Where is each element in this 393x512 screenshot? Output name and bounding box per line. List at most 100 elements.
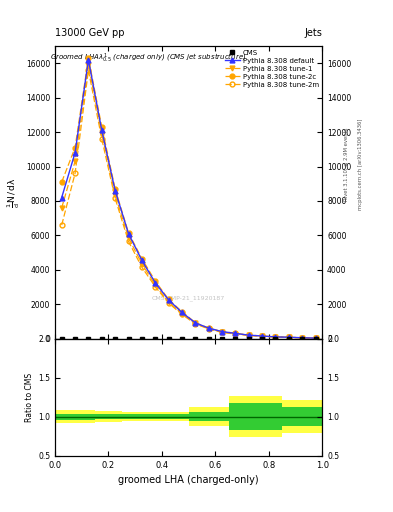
Pythia 8.308 default <box>193 320 198 326</box>
Pythia 8.308 tune-1 <box>153 282 158 288</box>
Pythia 8.308 tune-2m <box>99 136 104 142</box>
Pythia 8.308 tune-2c <box>86 55 91 61</box>
Text: Jets: Jets <box>305 28 322 38</box>
Pythia 8.308 tune-1 <box>313 335 318 341</box>
Pythia 8.308 tune-1 <box>180 310 184 316</box>
Pythia 8.308 tune-1 <box>113 192 118 198</box>
Pythia 8.308 tune-2m <box>180 311 184 317</box>
Pythia 8.308 tune-2m <box>260 333 264 339</box>
Pythia 8.308 tune-1 <box>86 62 91 68</box>
CMS <box>126 335 131 342</box>
Pythia 8.308 tune-2c <box>140 255 144 262</box>
CMS <box>233 335 238 342</box>
CMS <box>260 335 264 342</box>
CMS <box>140 335 144 342</box>
Pythia 8.308 default <box>180 309 184 315</box>
Pythia 8.308 tune-2c <box>286 334 291 340</box>
Pythia 8.308 default <box>86 57 91 63</box>
Pythia 8.308 default <box>166 297 171 303</box>
CMS <box>59 335 64 342</box>
Line: Pythia 8.308 tune-1: Pythia 8.308 tune-1 <box>59 62 318 340</box>
Line: Pythia 8.308 tune-2m: Pythia 8.308 tune-2m <box>59 68 318 340</box>
Pythia 8.308 tune-2m <box>313 335 318 342</box>
CMS <box>313 335 318 342</box>
Pythia 8.308 tune-1 <box>73 158 77 164</box>
Pythia 8.308 tune-2c <box>220 328 224 334</box>
Pythia 8.308 default <box>273 334 278 340</box>
Pythia 8.308 default <box>99 127 104 134</box>
Pythia 8.308 tune-2m <box>220 329 224 335</box>
Legend: CMS, Pythia 8.308 default, Pythia 8.308 tune-1, Pythia 8.308 tune-2c, Pythia 8.3: CMS, Pythia 8.308 default, Pythia 8.308 … <box>223 48 320 89</box>
Pythia 8.308 tune-2c <box>233 330 238 336</box>
Pythia 8.308 tune-2m <box>140 264 144 270</box>
Pythia 8.308 tune-2c <box>73 144 77 151</box>
Pythia 8.308 tune-2c <box>313 335 318 341</box>
Pythia 8.308 tune-1 <box>140 261 144 267</box>
Pythia 8.308 tune-2c <box>59 179 64 185</box>
Pythia 8.308 tune-1 <box>99 131 104 137</box>
Pythia 8.308 tune-2m <box>59 222 64 228</box>
Pythia 8.308 default <box>233 330 238 336</box>
Pythia 8.308 tune-2m <box>246 332 251 338</box>
X-axis label: groomed LHA (charged-only): groomed LHA (charged-only) <box>118 475 259 485</box>
Pythia 8.308 default <box>113 187 118 194</box>
Pythia 8.308 tune-2m <box>286 334 291 340</box>
Pythia 8.308 default <box>246 332 251 338</box>
CMS <box>273 335 278 342</box>
Pythia 8.308 default <box>260 333 264 339</box>
Pythia 8.308 tune-2c <box>206 325 211 331</box>
Y-axis label: Ratio to CMS: Ratio to CMS <box>25 373 34 422</box>
Pythia 8.308 tune-1 <box>220 329 224 335</box>
CMS <box>300 335 305 342</box>
Pythia 8.308 default <box>300 335 305 341</box>
Pythia 8.308 tune-2c <box>166 296 171 303</box>
Text: mcplots.cern.ch [arXiv:1306.3436]: mcplots.cern.ch [arXiv:1306.3436] <box>358 118 363 209</box>
CMS <box>180 335 184 342</box>
Pythia 8.308 tune-2m <box>206 326 211 332</box>
Line: CMS: CMS <box>59 336 318 341</box>
Pythia 8.308 default <box>140 257 144 263</box>
CMS <box>286 335 291 342</box>
Pythia 8.308 tune-2m <box>73 170 77 177</box>
Pythia 8.308 default <box>153 280 158 286</box>
Pythia 8.308 default <box>220 329 224 335</box>
Pythia 8.308 tune-1 <box>286 334 291 340</box>
CMS <box>153 335 158 342</box>
Pythia 8.308 tune-1 <box>206 326 211 332</box>
Text: Groomed LHA$\lambda^{1}_{0.5}$ (charged only) (CMS jet substructure): Groomed LHA$\lambda^{1}_{0.5}$ (charged … <box>50 52 247 65</box>
Pythia 8.308 tune-2c <box>99 124 104 130</box>
CMS <box>193 335 198 342</box>
CMS <box>113 335 118 342</box>
Pythia 8.308 tune-2c <box>260 333 264 339</box>
Text: CMS-SMP-21_11920187: CMS-SMP-21_11920187 <box>152 295 225 301</box>
CMS <box>220 335 224 342</box>
CMS <box>99 335 104 342</box>
Pythia 8.308 default <box>313 335 318 341</box>
Pythia 8.308 tune-1 <box>260 333 264 339</box>
Pythia 8.308 tune-1 <box>166 299 171 305</box>
Text: Rivet 3.1.10, ≥ 2.9M events: Rivet 3.1.10, ≥ 2.9M events <box>344 127 349 201</box>
CMS <box>166 335 171 342</box>
Pythia 8.308 tune-2m <box>153 284 158 290</box>
CMS <box>246 335 251 342</box>
Pythia 8.308 tune-2c <box>153 278 158 284</box>
Pythia 8.308 tune-1 <box>59 205 64 211</box>
Pythia 8.308 default <box>73 150 77 156</box>
Pythia 8.308 tune-2c <box>193 319 198 326</box>
Pythia 8.308 tune-1 <box>273 334 278 340</box>
Pythia 8.308 tune-2m <box>300 335 305 341</box>
Pythia 8.308 tune-1 <box>300 335 305 341</box>
Pythia 8.308 default <box>59 195 64 201</box>
Pythia 8.308 tune-2m <box>126 239 131 245</box>
Pythia 8.308 default <box>286 334 291 340</box>
Pythia 8.308 tune-1 <box>246 332 251 338</box>
CMS <box>206 335 211 342</box>
Pythia 8.308 tune-2c <box>126 230 131 236</box>
Line: Pythia 8.308 tune-2c: Pythia 8.308 tune-2c <box>59 56 318 340</box>
Pythia 8.308 tune-2c <box>273 334 278 340</box>
Pythia 8.308 tune-2m <box>233 331 238 337</box>
CMS <box>86 335 91 342</box>
Pythia 8.308 tune-2m <box>86 67 91 73</box>
Pythia 8.308 tune-2c <box>113 186 118 192</box>
Pythia 8.308 tune-2m <box>273 334 278 340</box>
